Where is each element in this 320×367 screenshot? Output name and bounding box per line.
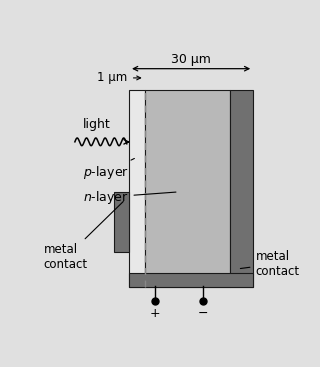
Text: light: light [83, 118, 110, 131]
Text: +: + [149, 306, 160, 320]
Bar [114, 192, 129, 252]
Text: metal
contact: metal contact [44, 201, 123, 272]
Text: −: − [197, 306, 208, 320]
Text: $p$-layer: $p$-layer [83, 159, 134, 181]
Text: 30 μm: 30 μm [171, 52, 211, 66]
Text: $n$-layer: $n$-layer [83, 189, 176, 206]
Text: metal
contact: metal contact [240, 250, 300, 277]
Bar [129, 273, 253, 287]
Bar [230, 90, 253, 287]
Text: 1 μm: 1 μm [97, 72, 127, 84]
Bar [129, 90, 145, 287]
Bar [145, 90, 230, 287]
